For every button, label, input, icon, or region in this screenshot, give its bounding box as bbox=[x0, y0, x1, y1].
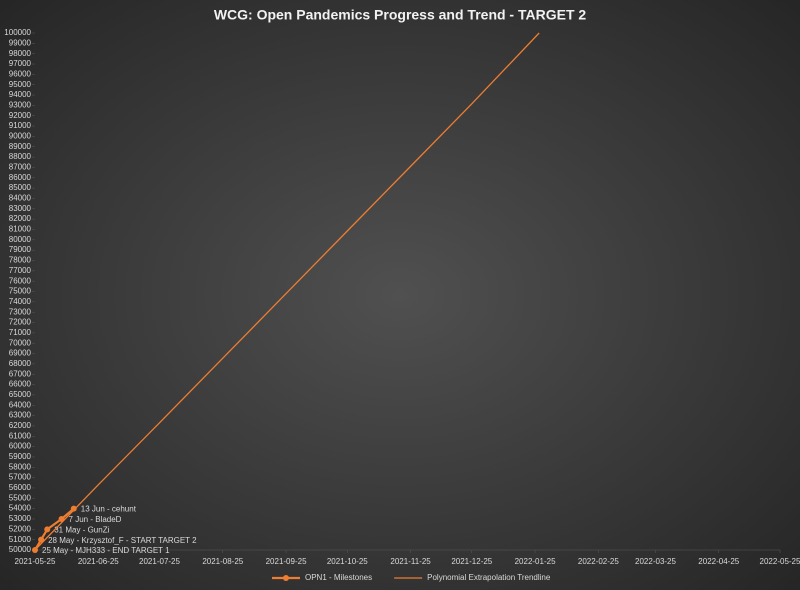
y-tick-label: 99000 bbox=[9, 38, 32, 47]
y-tick-label: 93000 bbox=[9, 100, 32, 109]
data-label: 31 May - GunZi bbox=[54, 525, 109, 534]
y-tick-label: 90000 bbox=[9, 132, 32, 141]
y-tick-label: 61000 bbox=[9, 431, 32, 440]
x-tick-label: 2022-05-25 bbox=[760, 557, 800, 566]
y-tick-label: 73000 bbox=[9, 307, 32, 316]
y-tick-label: 91000 bbox=[9, 121, 32, 130]
y-tick-label: 57000 bbox=[9, 473, 32, 482]
legend-label: Polynomial Extrapolation Trendline bbox=[427, 573, 551, 582]
x-tick-label: 2021-05-25 bbox=[15, 557, 56, 566]
data-label: 28 May - Krzysztof_F - START TARGET 2 bbox=[48, 536, 197, 545]
y-tick-label: 66000 bbox=[9, 380, 32, 389]
data-point bbox=[38, 536, 45, 543]
y-tick-label: 89000 bbox=[9, 142, 32, 151]
y-tick-label: 82000 bbox=[9, 214, 32, 223]
y-tick-label: 80000 bbox=[9, 235, 32, 244]
y-tick-label: 70000 bbox=[9, 338, 32, 347]
y-tick-label: 94000 bbox=[9, 90, 32, 99]
series-line bbox=[34, 32, 540, 551]
y-tick-label: 78000 bbox=[9, 256, 32, 265]
y-tick-label: 58000 bbox=[9, 462, 32, 471]
x-tick-label: 2022-02-25 bbox=[578, 557, 619, 566]
x-tick-label: 2021-07-25 bbox=[139, 557, 180, 566]
data-label: 13 Jun - cehunt bbox=[81, 505, 137, 514]
x-tick-label: 2021-06-25 bbox=[78, 557, 119, 566]
y-tick-label: 50000 bbox=[9, 545, 32, 554]
y-tick-label: 88000 bbox=[9, 152, 32, 161]
y-tick-label: 79000 bbox=[9, 245, 32, 254]
y-tick-label: 95000 bbox=[9, 80, 32, 89]
y-tick-label: 56000 bbox=[9, 483, 32, 492]
y-tick-label: 65000 bbox=[9, 390, 32, 399]
y-tick-label: 55000 bbox=[9, 493, 32, 502]
x-tick-label: 2021-08-25 bbox=[202, 557, 243, 566]
y-tick-label: 77000 bbox=[9, 266, 32, 275]
y-tick-label: 53000 bbox=[9, 514, 32, 523]
data-label: 7 Jun - BladeD bbox=[69, 515, 122, 524]
y-tick-label: 59000 bbox=[9, 452, 32, 461]
x-tick-label: 2021-11-25 bbox=[390, 557, 431, 566]
y-tick-label: 67000 bbox=[9, 369, 32, 378]
y-tick-label: 54000 bbox=[9, 504, 32, 513]
x-tick-label: 2021-10-25 bbox=[327, 557, 368, 566]
legend-marker bbox=[283, 575, 289, 581]
y-tick-label: 97000 bbox=[9, 59, 32, 68]
y-tick-label: 76000 bbox=[9, 276, 32, 285]
y-tick-label: 71000 bbox=[9, 328, 32, 337]
y-tick-label: 87000 bbox=[9, 163, 32, 172]
y-tick-label: 62000 bbox=[9, 421, 32, 430]
x-tick-label: 2021-12-25 bbox=[451, 557, 492, 566]
legend-label: OPN1 - Milestones bbox=[305, 573, 372, 582]
y-tick-label: 63000 bbox=[9, 411, 32, 420]
y-tick-label: 98000 bbox=[9, 49, 32, 58]
x-tick-label: 2022-04-25 bbox=[698, 557, 739, 566]
y-tick-label: 72000 bbox=[9, 318, 32, 327]
data-label: 25 May - MJH333 - END TARGET 1 bbox=[42, 546, 170, 555]
data-point bbox=[44, 526, 51, 533]
y-tick-label: 85000 bbox=[9, 183, 32, 192]
chart-title: WCG: Open Pandemics Progress and Trend -… bbox=[214, 7, 587, 23]
x-tick-label: 2021-09-25 bbox=[266, 557, 307, 566]
y-tick-label: 75000 bbox=[9, 287, 32, 296]
y-tick-label: 51000 bbox=[9, 535, 32, 544]
y-tick-label: 81000 bbox=[9, 225, 32, 234]
x-tick-label: 2022-03-25 bbox=[635, 557, 676, 566]
y-tick-label: 74000 bbox=[9, 297, 32, 306]
y-tick-label: 64000 bbox=[9, 400, 32, 409]
y-tick-label: 86000 bbox=[9, 173, 32, 182]
x-tick-label: 2022-01-25 bbox=[515, 557, 556, 566]
y-tick-label: 68000 bbox=[9, 359, 32, 368]
y-tick-label: 52000 bbox=[9, 524, 32, 533]
y-tick-label: 92000 bbox=[9, 111, 32, 120]
y-tick-label: 84000 bbox=[9, 194, 32, 203]
y-tick-label: 69000 bbox=[9, 349, 32, 358]
y-tick-label: 100000 bbox=[4, 28, 31, 37]
data-point bbox=[70, 505, 77, 512]
y-tick-label: 83000 bbox=[9, 204, 32, 213]
y-tick-label: 96000 bbox=[9, 69, 32, 78]
y-tick-label: 60000 bbox=[9, 442, 32, 451]
